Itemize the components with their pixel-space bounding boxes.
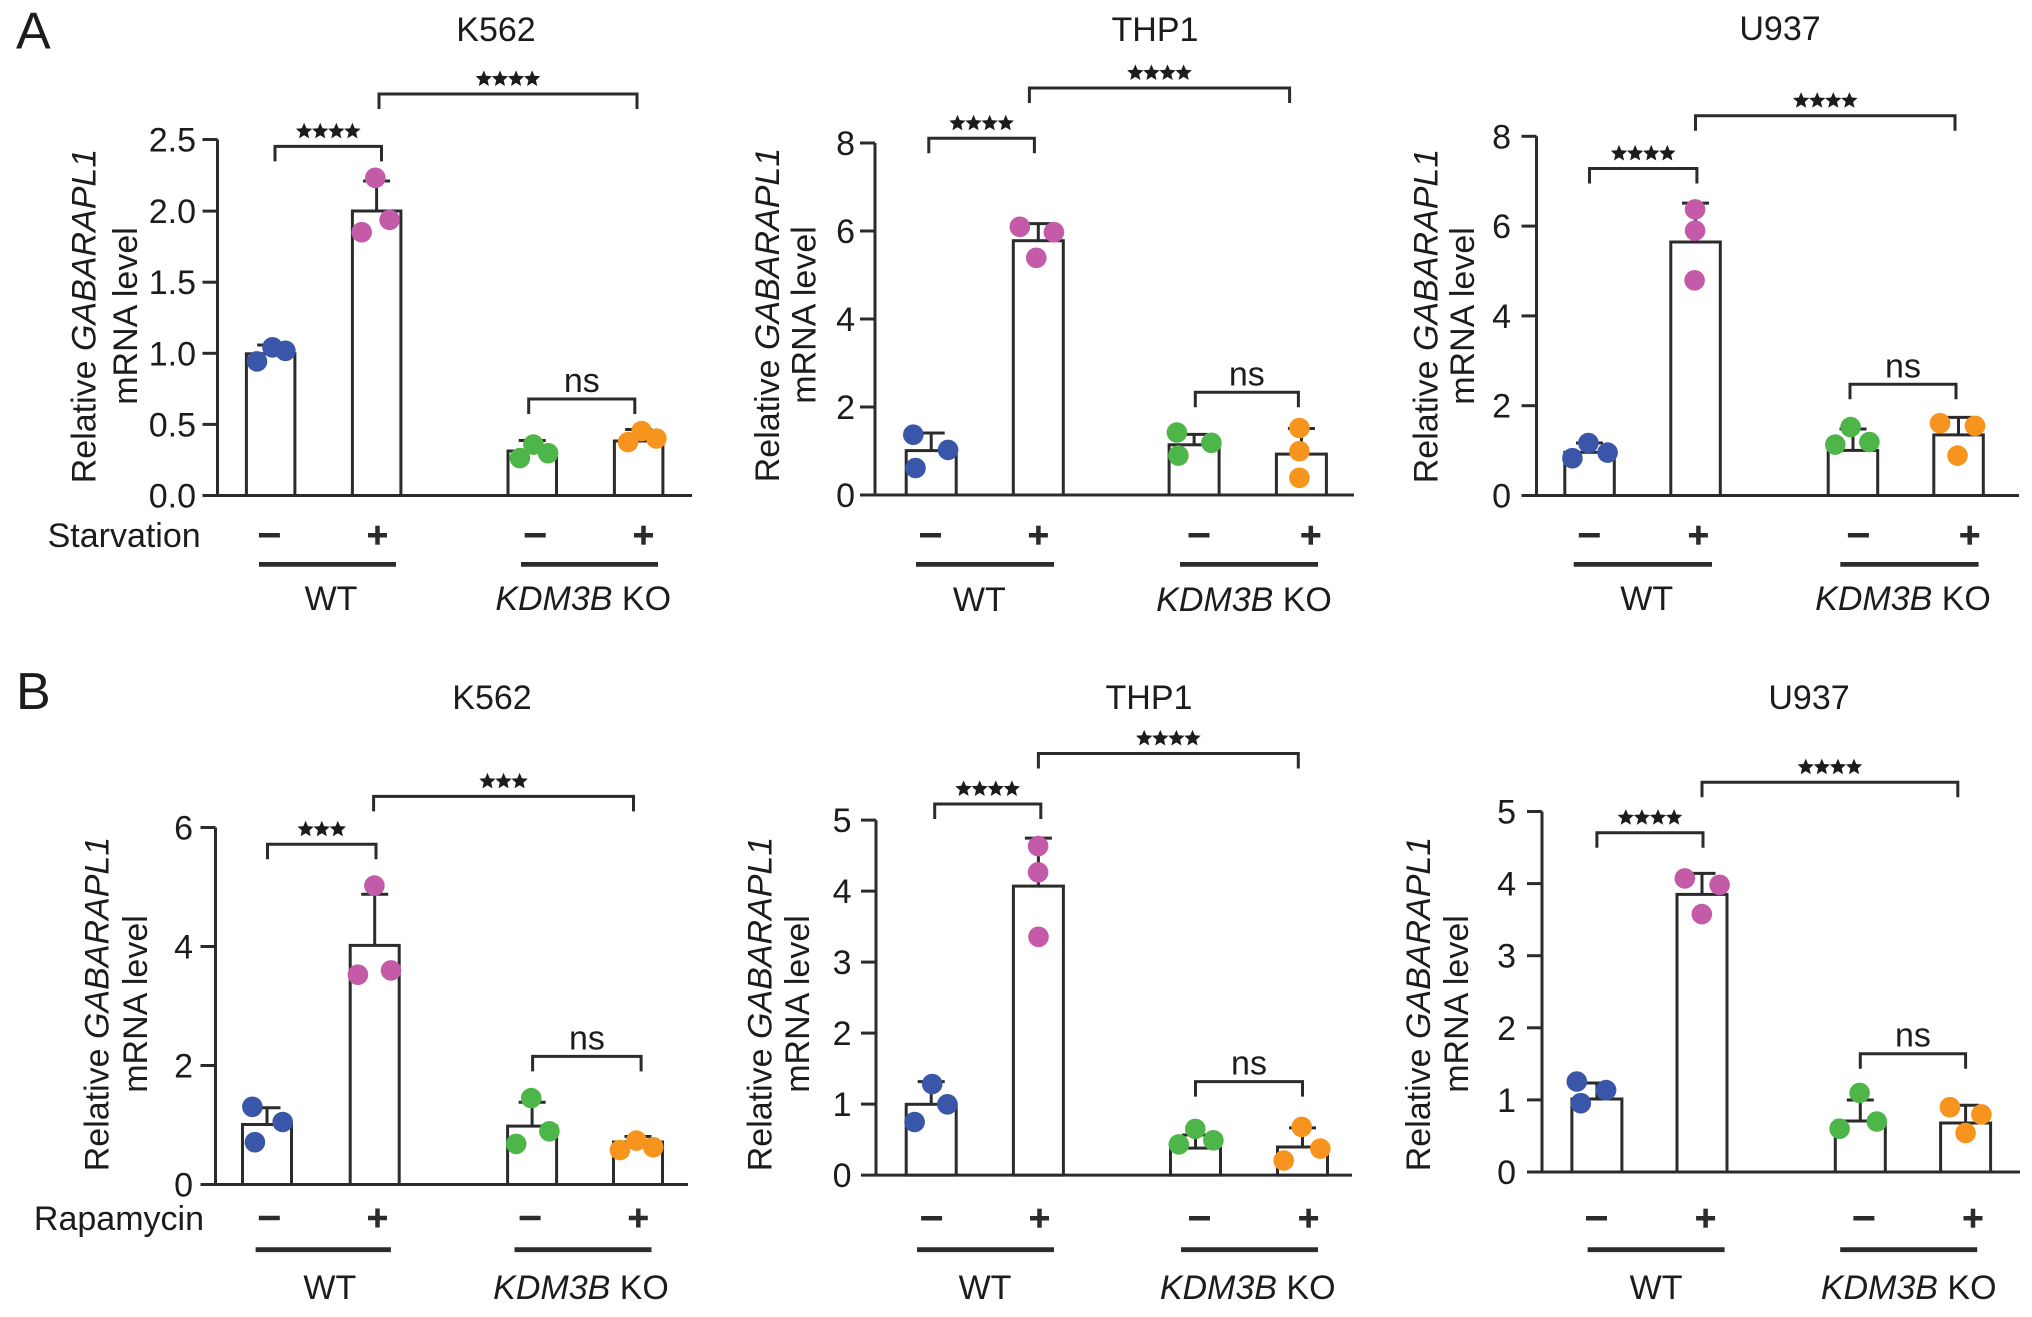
svg-text:Relative GABARAPL1: Relative GABARAPL1 bbox=[1407, 149, 1445, 484]
svg-text:8: 8 bbox=[836, 125, 855, 163]
svg-text:5: 5 bbox=[833, 802, 852, 840]
svg-text:KDM3B KO: KDM3B KO bbox=[493, 1269, 669, 1307]
svg-text:ns: ns bbox=[1231, 1045, 1267, 1083]
svg-text:WT: WT bbox=[1620, 580, 1673, 618]
svg-text:4: 4 bbox=[1497, 866, 1516, 904]
svg-text:2: 2 bbox=[836, 389, 855, 427]
svg-text:1.5: 1.5 bbox=[149, 264, 196, 302]
svg-text:mRNA level: mRNA level bbox=[117, 915, 155, 1093]
svg-text:K562: K562 bbox=[456, 11, 535, 49]
svg-text:mRNA level: mRNA level bbox=[1438, 915, 1476, 1093]
svg-text:0: 0 bbox=[833, 1157, 852, 1195]
svg-text:5: 5 bbox=[1497, 794, 1516, 832]
svg-text:mRNA level: mRNA level bbox=[786, 226, 824, 404]
svg-text:KDM3B KO: KDM3B KO bbox=[1821, 1269, 1997, 1307]
svg-text:4: 4 bbox=[836, 301, 855, 339]
svg-text:ns: ns bbox=[1885, 347, 1921, 385]
svg-text:U937: U937 bbox=[1768, 679, 1849, 717]
svg-text:1.0: 1.0 bbox=[149, 335, 196, 373]
svg-text:Relative GABARAPL1: Relative GABARAPL1 bbox=[1400, 837, 1438, 1172]
svg-text:1: 1 bbox=[1497, 1082, 1516, 1120]
svg-text:0: 0 bbox=[1497, 1154, 1516, 1192]
svg-text:THP1: THP1 bbox=[1112, 11, 1199, 49]
svg-text:K562: K562 bbox=[452, 679, 531, 717]
svg-text:ns: ns bbox=[564, 362, 600, 400]
svg-text:ns: ns bbox=[1229, 355, 1265, 393]
svg-text:4: 4 bbox=[1492, 298, 1511, 336]
svg-text:WT: WT bbox=[959, 1269, 1012, 1307]
svg-text:0: 0 bbox=[1492, 478, 1511, 516]
svg-text:3: 3 bbox=[1497, 938, 1516, 976]
svg-text:2.0: 2.0 bbox=[149, 193, 196, 231]
svg-text:2.5: 2.5 bbox=[149, 122, 196, 160]
svg-text:A: A bbox=[16, 3, 51, 61]
svg-text:mRNA level: mRNA level bbox=[779, 915, 817, 1093]
svg-text:6: 6 bbox=[836, 213, 855, 251]
svg-text:Relative GABARAPL1: Relative GABARAPL1 bbox=[742, 837, 780, 1172]
svg-text:8: 8 bbox=[1492, 118, 1511, 156]
svg-text:0: 0 bbox=[174, 1167, 193, 1205]
svg-text:B: B bbox=[16, 663, 51, 721]
svg-text:6: 6 bbox=[1492, 208, 1511, 246]
svg-text:WT: WT bbox=[953, 581, 1006, 619]
svg-text:3: 3 bbox=[833, 944, 852, 982]
svg-text:0.5: 0.5 bbox=[149, 406, 196, 444]
svg-text:2: 2 bbox=[174, 1048, 193, 1086]
svg-text:Starvation: Starvation bbox=[48, 517, 201, 555]
svg-text:4: 4 bbox=[174, 929, 193, 967]
svg-text:Rapamycin: Rapamycin bbox=[34, 1200, 204, 1238]
svg-text:THP1: THP1 bbox=[1106, 679, 1193, 717]
svg-text:ns: ns bbox=[1895, 1017, 1931, 1055]
svg-text:2: 2 bbox=[833, 1015, 852, 1053]
svg-text:Relative GABARAPL1: Relative GABARAPL1 bbox=[79, 837, 117, 1172]
svg-text:ns: ns bbox=[569, 1019, 605, 1057]
svg-text:KDM3B KO: KDM3B KO bbox=[1815, 580, 1991, 618]
svg-text:1: 1 bbox=[833, 1086, 852, 1124]
svg-text:KDM3B KO: KDM3B KO bbox=[495, 580, 671, 618]
svg-text:WT: WT bbox=[305, 580, 358, 618]
svg-text:U937: U937 bbox=[1739, 10, 1820, 48]
svg-text:2: 2 bbox=[1492, 388, 1511, 426]
svg-text:WT: WT bbox=[303, 1269, 356, 1307]
svg-text:mRNA level: mRNA level bbox=[1444, 227, 1482, 405]
svg-text:Relative GABARAPL1: Relative GABARAPL1 bbox=[749, 148, 787, 483]
svg-text:Relative GABARAPL1: Relative GABARAPL1 bbox=[66, 149, 104, 484]
svg-text:2: 2 bbox=[1497, 1010, 1516, 1048]
svg-text:KDM3B KO: KDM3B KO bbox=[1160, 1269, 1336, 1307]
svg-text:0: 0 bbox=[836, 477, 855, 515]
svg-text:6: 6 bbox=[174, 810, 193, 848]
svg-text:WT: WT bbox=[1630, 1269, 1683, 1307]
svg-text:mRNA level: mRNA level bbox=[107, 227, 145, 405]
svg-text:KDM3B KO: KDM3B KO bbox=[1156, 581, 1332, 619]
svg-text:4: 4 bbox=[833, 873, 852, 911]
svg-text:0.0: 0.0 bbox=[149, 478, 196, 516]
